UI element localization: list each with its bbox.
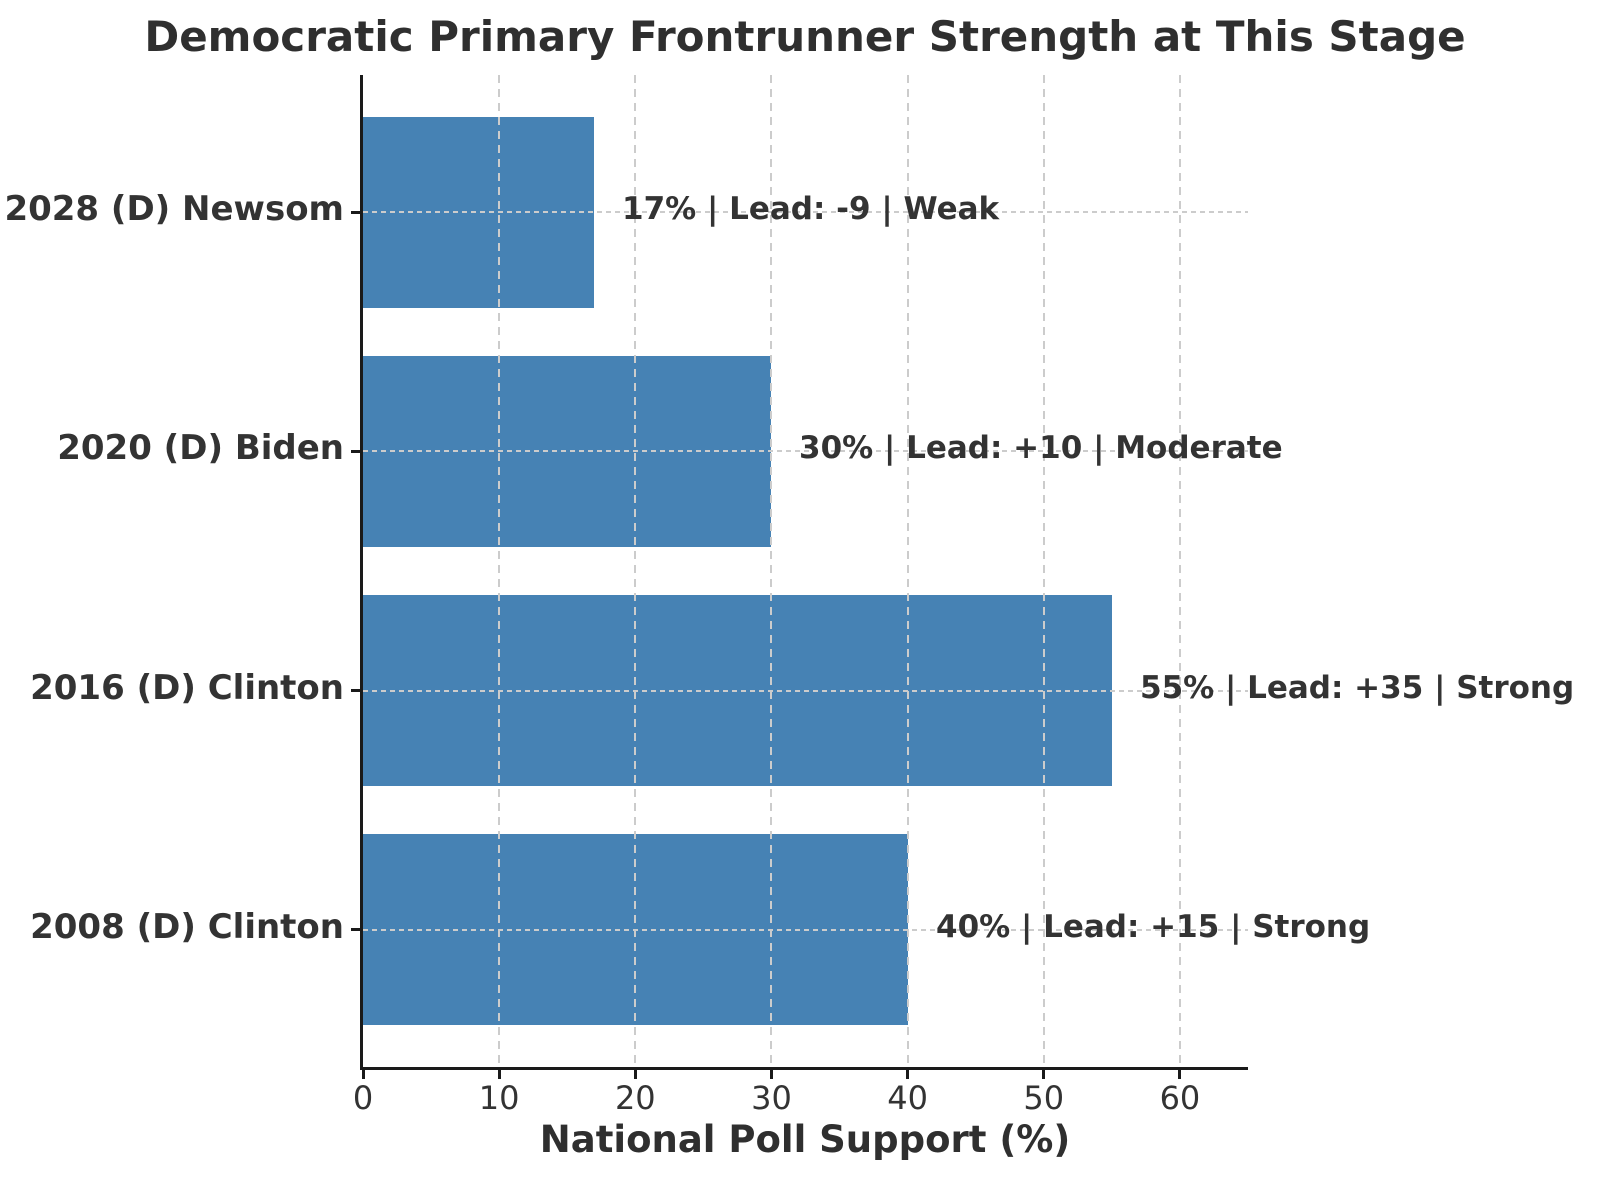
x-axis-spine: [360, 1067, 1248, 1070]
v-gridline: [770, 75, 773, 1067]
x-tick-mark: [361, 1067, 365, 1079]
bar-annotation: 17% | Lead: -9 | Weak: [622, 191, 1000, 227]
y-tick-mark: [351, 450, 363, 453]
x-tick-label: 30: [751, 1079, 792, 1117]
v-gridline: [906, 75, 909, 1067]
h-gridline: [363, 450, 1248, 452]
bar-annotation: 40% | Lead: +15 | Strong: [936, 909, 1371, 945]
y-axis-spine: [360, 75, 363, 1070]
v-gridline: [634, 75, 637, 1067]
bar-annotation: 55% | Lead: +35 | Strong: [1140, 670, 1575, 706]
x-tick-label: 20: [614, 1079, 656, 1117]
v-gridline: [1042, 75, 1045, 1067]
x-tick-label: 10: [478, 1079, 520, 1117]
x-tick-label: 40: [887, 1079, 928, 1117]
category-label: 2008 (D) Clinton: [30, 907, 344, 947]
v-gridline: [498, 75, 501, 1067]
x-tick-mark: [769, 1067, 773, 1079]
category-label: 2016 (D) Clinton: [30, 668, 344, 708]
x-axis-label: National Poll Support (%): [539, 1118, 1071, 1161]
x-tick-label: 0: [352, 1079, 374, 1117]
bar-annotation: 30% | Lead: +10 | Moderate: [799, 430, 1283, 466]
v-gridline: [1178, 75, 1181, 1067]
y-tick-mark: [351, 211, 363, 214]
chart-title: Democratic Primary Frontrunner Strength …: [144, 12, 1466, 61]
y-tick-mark: [351, 689, 363, 692]
h-gridline: [363, 690, 1248, 692]
category-label: 2020 (D) Biden: [57, 428, 344, 468]
x-tick-mark: [906, 1067, 910, 1079]
x-tick-mark: [1178, 1067, 1182, 1079]
x-tick-label: 50: [1023, 1079, 1065, 1117]
category-label: 2028 (D) Newsom: [4, 189, 344, 229]
x-tick-label: 60: [1159, 1079, 1201, 1117]
h-gridline: [363, 929, 1248, 931]
y-tick-mark: [351, 928, 363, 931]
h-gridline: [363, 211, 1248, 213]
x-tick-mark: [1042, 1067, 1046, 1079]
x-tick-mark: [497, 1067, 501, 1079]
x-tick-mark: [633, 1067, 637, 1079]
